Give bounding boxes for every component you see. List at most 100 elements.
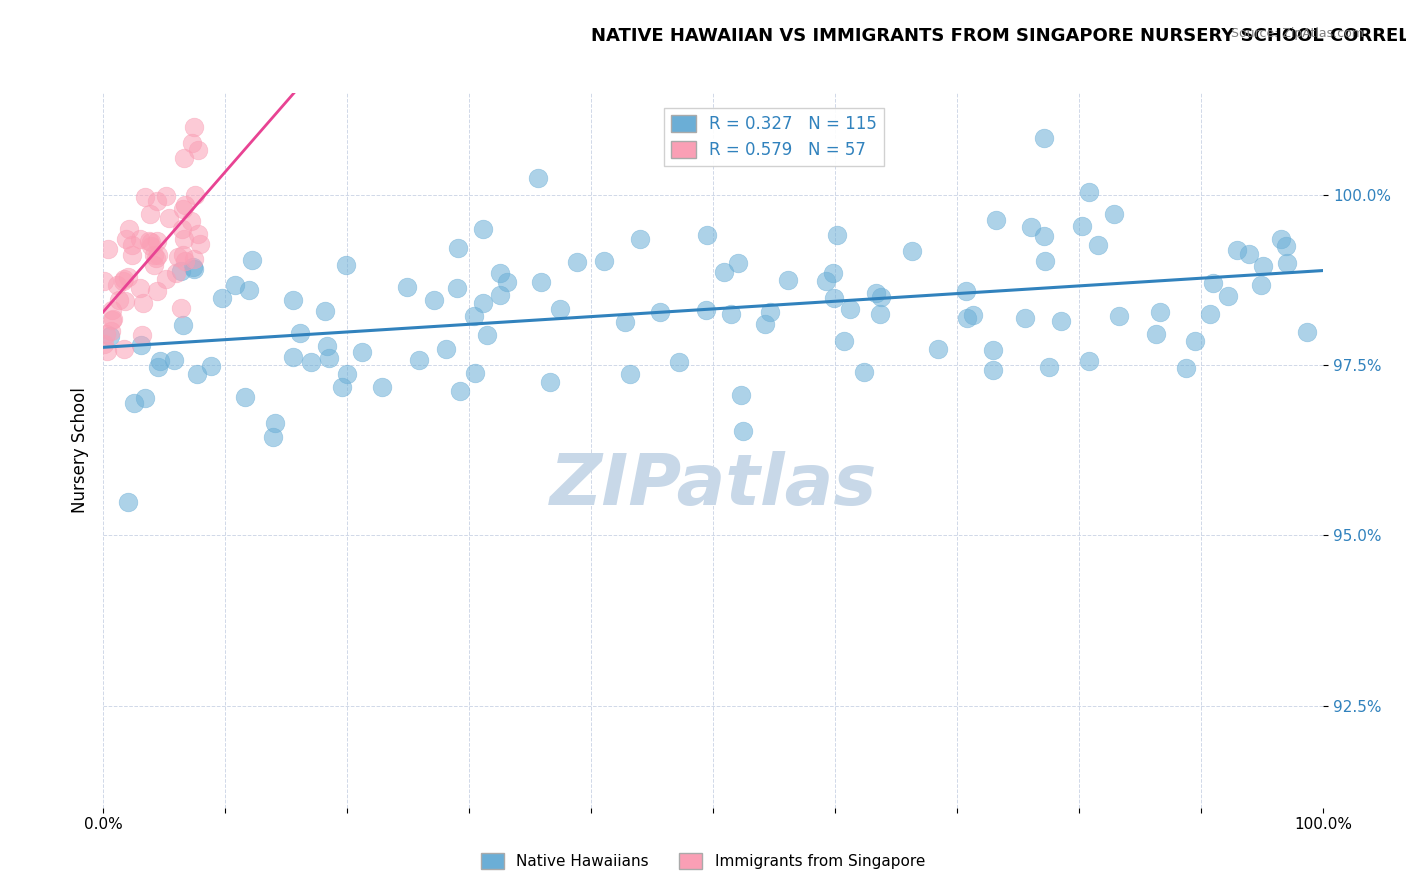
Point [170,301,193,316]
Point [900,244,922,258]
Point [408,353,430,368]
Point [955,284,977,298]
Point [131,327,153,342]
Point [496,275,519,289]
Point [105,277,128,292]
Point [1078,354,1101,368]
Point [283,350,305,364]
Point [475,328,498,343]
Point [1174,361,1197,376]
Point [180,214,202,228]
Point [1270,232,1292,246]
Point [184,188,207,202]
Point [1216,289,1239,303]
Point [93,274,115,288]
Point [288,326,311,340]
Point [529,275,551,289]
Point [628,232,651,246]
Point [134,189,156,203]
Point [720,307,742,321]
Point [183,120,205,134]
Point [927,342,949,356]
Point [446,281,468,295]
Point [96,344,118,359]
Point [108,293,131,308]
Point [336,367,359,381]
Point [211,291,233,305]
Point [138,234,160,248]
Point [852,365,875,379]
Point [754,318,776,332]
Point [1239,247,1261,261]
Point [238,283,260,297]
Point [117,494,139,508]
Point [489,288,512,302]
Point [200,359,222,373]
Point [173,197,195,211]
Point [132,296,155,310]
Point [181,136,204,150]
Point [121,237,143,252]
Point [695,303,717,318]
Point [172,247,194,261]
Point [352,344,374,359]
Point [96,327,118,342]
Point [447,241,470,255]
Point [823,292,845,306]
Point [167,250,190,264]
Point [1144,327,1167,342]
Point [146,194,169,208]
Point [814,274,837,288]
Point [115,232,138,246]
Point [240,252,263,267]
Point [186,367,208,381]
Point [727,256,749,270]
Point [148,359,170,374]
Point [983,343,1005,357]
Point [981,363,1004,377]
Point [165,266,187,280]
Point [472,222,495,236]
Point [134,391,156,405]
Point [139,239,162,253]
Point [98,328,121,343]
Point [730,388,752,402]
Text: Source: ZipAtlas.com: Source: ZipAtlas.com [1230,27,1364,40]
Point [1184,334,1206,349]
Point [1226,243,1249,257]
Point [1251,260,1274,274]
Point [1201,276,1223,290]
Point [471,296,494,310]
Point [299,355,322,369]
Point [316,339,339,353]
Point [648,305,671,319]
Point [834,334,856,349]
Point [173,253,195,268]
Point [187,143,209,157]
Point [825,227,848,242]
Point [93,336,115,351]
Point [865,285,887,300]
Point [1199,307,1222,321]
Point [1035,254,1057,268]
Point [613,315,636,329]
Point [1108,309,1130,323]
Point [1275,256,1298,270]
Legend: R = 0.327   N = 115, R = 0.579   N = 57: R = 0.327 N = 115, R = 0.579 N = 57 [665,108,884,166]
Point [112,342,135,356]
Point [112,272,135,286]
Point [155,272,177,286]
Point [183,261,205,276]
Point [97,242,120,256]
Point [821,266,844,280]
Point [117,270,139,285]
Point [170,264,193,278]
Point [157,211,180,225]
Point [143,248,166,262]
Point [100,324,122,338]
Point [1296,326,1319,340]
Point [396,280,419,294]
Point [187,227,209,242]
Point [371,380,394,394]
Point [148,248,170,262]
